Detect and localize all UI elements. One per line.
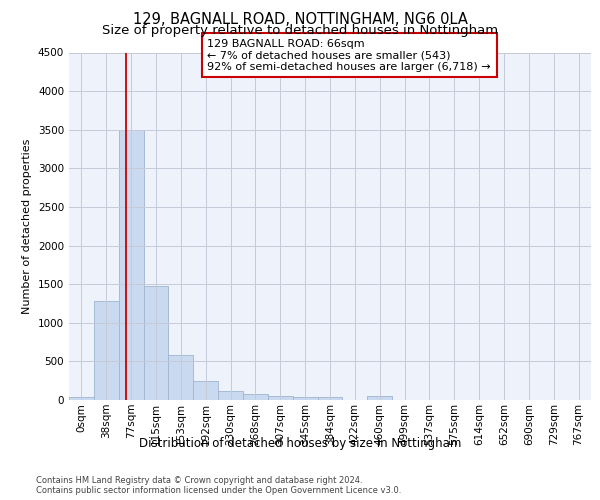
Bar: [218, 391, 243, 400]
Bar: [268, 396, 293, 400]
Text: Distribution of detached houses by size in Nottingham: Distribution of detached houses by size …: [139, 438, 461, 450]
Text: 129 BAGNALL ROAD: 66sqm
← 7% of detached houses are smaller (543)
92% of semi-de: 129 BAGNALL ROAD: 66sqm ← 7% of detached…: [208, 38, 491, 72]
Bar: [143, 286, 169, 400]
Bar: [317, 398, 343, 400]
Text: 129, BAGNALL ROAD, NOTTINGHAM, NG6 0LA: 129, BAGNALL ROAD, NOTTINGHAM, NG6 0LA: [133, 12, 467, 28]
Bar: [193, 382, 218, 400]
Bar: [94, 301, 119, 400]
Text: Size of property relative to detached houses in Nottingham: Size of property relative to detached ho…: [102, 24, 498, 37]
Bar: [243, 394, 268, 400]
Bar: [69, 397, 94, 400]
Bar: [367, 396, 392, 400]
Text: Contains public sector information licensed under the Open Government Licence v3: Contains public sector information licen…: [36, 486, 401, 495]
Bar: [293, 396, 317, 400]
Text: Contains HM Land Registry data © Crown copyright and database right 2024.: Contains HM Land Registry data © Crown c…: [36, 476, 362, 485]
Bar: [169, 355, 193, 400]
Y-axis label: Number of detached properties: Number of detached properties: [22, 138, 32, 314]
Bar: [119, 130, 143, 400]
